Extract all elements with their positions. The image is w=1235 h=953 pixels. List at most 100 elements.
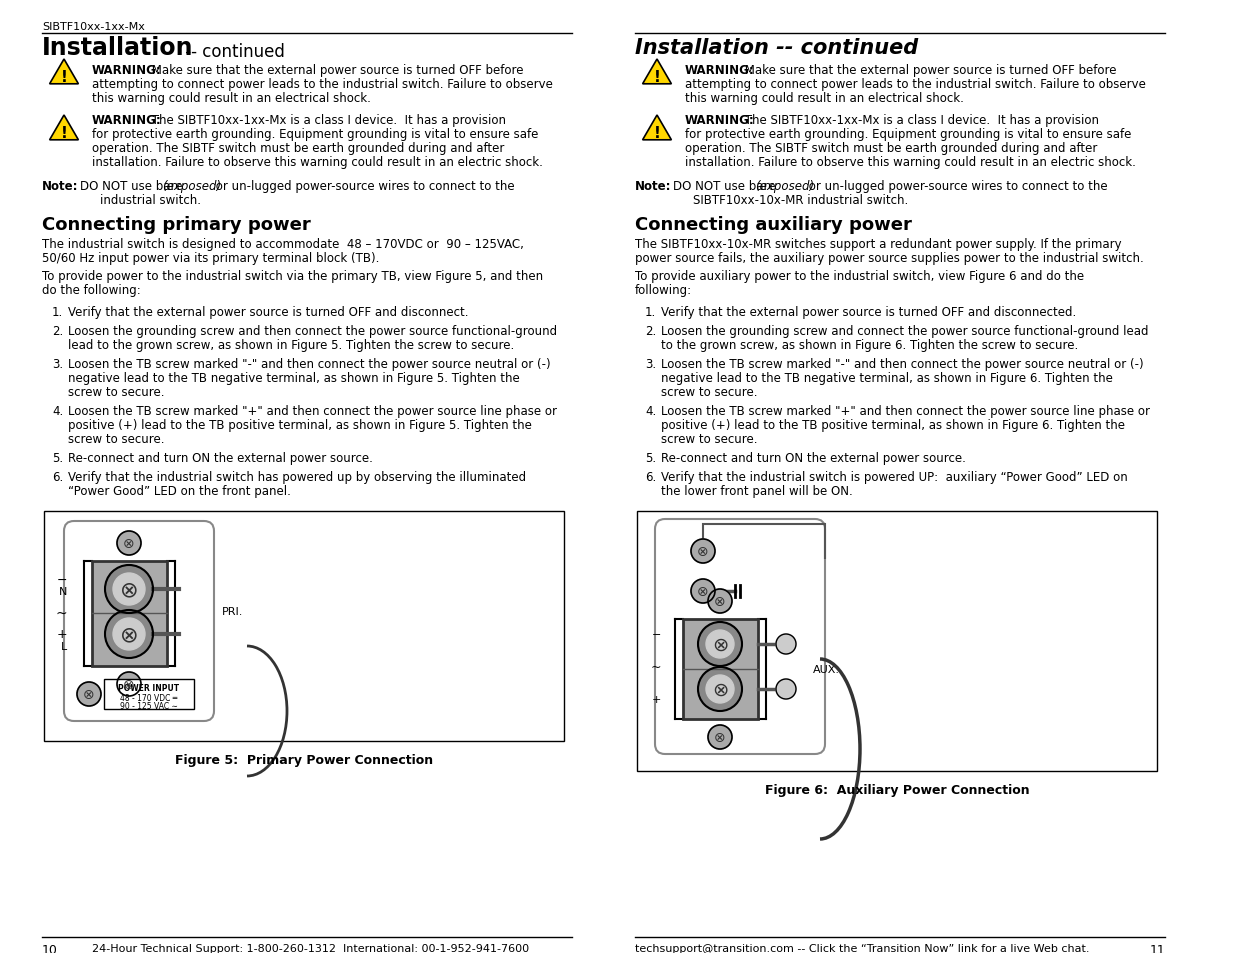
Text: industrial switch.: industrial switch. [100, 193, 201, 207]
Text: ~: ~ [56, 606, 67, 620]
Text: -- continued: -- continued [180, 43, 285, 61]
Text: DO NOT use bare: DO NOT use bare [80, 180, 186, 193]
Text: 6.: 6. [645, 471, 656, 483]
Text: The SIBTF10xx-1xx-Mx is a class I device.  It has a provision: The SIBTF10xx-1xx-Mx is a class I device… [148, 113, 506, 127]
Text: ⊗: ⊗ [714, 595, 726, 608]
Text: positive (+) lead to the TB positive terminal, as shown in Figure 6. Tighten the: positive (+) lead to the TB positive ter… [661, 418, 1125, 432]
Text: Connecting auxiliary power: Connecting auxiliary power [635, 215, 911, 233]
FancyBboxPatch shape [637, 512, 1157, 771]
Text: power source fails, the auxiliary power source supplies power to the industrial : power source fails, the auxiliary power … [635, 252, 1144, 265]
Circle shape [706, 630, 734, 659]
Text: to the grown screw, as shown in Figure 6. Tighten the screw to secure.: to the grown screw, as shown in Figure 6… [661, 338, 1078, 352]
Text: ⊗: ⊗ [120, 579, 138, 599]
Text: negative lead to the TB negative terminal, as shown in Figure 5. Tighten the: negative lead to the TB negative termina… [68, 372, 520, 385]
FancyBboxPatch shape [44, 512, 564, 741]
Text: ⊗: ⊗ [711, 635, 729, 654]
Text: attempting to connect power leads to the industrial switch. Failure to observe: attempting to connect power leads to the… [685, 78, 1146, 91]
Text: operation. The SIBTF switch must be earth grounded during and after: operation. The SIBTF switch must be eart… [685, 142, 1098, 154]
Text: −: − [652, 629, 661, 639]
Text: for protective earth grounding. Equipment grounding is vital to ensure safe: for protective earth grounding. Equipmen… [685, 128, 1131, 141]
Text: !: ! [653, 70, 661, 85]
Text: Installation: Installation [42, 36, 194, 60]
Text: negative lead to the TB negative terminal, as shown in Figure 6. Tighten the: negative lead to the TB negative termina… [661, 372, 1113, 385]
Text: To provide auxiliary power to the industrial switch, view Figure 6 and do the: To provide auxiliary power to the indust… [635, 270, 1084, 283]
Text: !: ! [61, 70, 68, 85]
Text: The SIBTF10xx-10x-MR switches support a redundant power supply. If the primary: The SIBTF10xx-10x-MR switches support a … [635, 237, 1121, 251]
Text: screw to secure.: screw to secure. [661, 386, 757, 398]
Text: Loosen the grounding screw and connect the power source functional-ground lead: Loosen the grounding screw and connect t… [661, 325, 1149, 337]
Text: ⊗: ⊗ [124, 678, 135, 691]
Text: SIBTF10xx-1xx-Mx: SIBTF10xx-1xx-Mx [42, 22, 144, 32]
Text: Loosen the TB screw marked "-" and then connect the power source neutral or (-): Loosen the TB screw marked "-" and then … [68, 357, 551, 371]
Text: POWER INPUT: POWER INPUT [119, 683, 179, 692]
Text: 5.: 5. [52, 452, 63, 464]
Text: ⊗: ⊗ [698, 584, 709, 598]
Text: ⊗: ⊗ [711, 679, 729, 699]
Text: Loosen the TB screw marked "-" and then connect the power source neutral or (-): Loosen the TB screw marked "-" and then … [661, 357, 1144, 371]
FancyBboxPatch shape [104, 679, 194, 709]
Text: screw to secure.: screw to secure. [661, 433, 757, 446]
Circle shape [112, 618, 144, 650]
FancyBboxPatch shape [64, 521, 214, 721]
Text: ⊗: ⊗ [120, 624, 138, 644]
Text: ~: ~ [651, 659, 661, 673]
Text: this warning could result in an electrical shock.: this warning could result in an electric… [91, 91, 370, 105]
Circle shape [117, 532, 141, 556]
Text: Figure 6:  Auxiliary Power Connection: Figure 6: Auxiliary Power Connection [764, 783, 1029, 796]
Text: Verify that the external power source is turned OFF and disconnected.: Verify that the external power source is… [661, 306, 1076, 318]
Text: 1.: 1. [52, 306, 63, 318]
Text: techsupport@transition.com -- Click the “Transition Now” link for a live Web cha: techsupport@transition.com -- Click the … [635, 943, 1089, 953]
Text: positive (+) lead to the TB positive terminal, as shown in Figure 5. Tighten the: positive (+) lead to the TB positive ter… [68, 418, 532, 432]
Text: To provide power to the industrial switch via the primary TB, view Figure 5, and: To provide power to the industrial switc… [42, 270, 543, 283]
FancyBboxPatch shape [655, 519, 825, 754]
Text: (exposed): (exposed) [755, 180, 814, 193]
Text: ⊗: ⊗ [124, 537, 135, 551]
Text: 3.: 3. [645, 357, 656, 371]
Text: The SIBTF10xx-1xx-Mx is a class I device.  It has a provision: The SIBTF10xx-1xx-Mx is a class I device… [741, 113, 1099, 127]
Polygon shape [49, 60, 78, 85]
Text: L: L [61, 641, 67, 651]
Text: The industrial switch is designed to accommodate  48 – 170VDC or  90 – 125VAC,: The industrial switch is designed to acc… [42, 237, 524, 251]
Circle shape [105, 565, 153, 614]
Text: Installation -- continued: Installation -- continued [635, 38, 919, 58]
Text: operation. The SIBTF switch must be earth grounded during and after: operation. The SIBTF switch must be eart… [91, 142, 504, 154]
Text: Verify that the external power source is turned OFF and disconnect.: Verify that the external power source is… [68, 306, 468, 318]
Text: 4.: 4. [52, 405, 63, 417]
Text: Connecting primary power: Connecting primary power [42, 215, 311, 233]
Text: N: N [58, 586, 67, 597]
Text: 5.: 5. [645, 452, 656, 464]
Text: 48 - 170 VDC ═: 48 - 170 VDC ═ [120, 693, 178, 702]
Circle shape [77, 682, 101, 706]
Text: Verify that the industrial switch is powered UP:  auxiliary “Power Good” LED on: Verify that the industrial switch is pow… [661, 471, 1128, 483]
Text: or un-lugged power-source wires to connect to the: or un-lugged power-source wires to conne… [212, 180, 515, 193]
Text: screw to secure.: screw to secure. [68, 386, 164, 398]
Text: WARNING:: WARNING: [685, 64, 755, 77]
Circle shape [776, 635, 797, 655]
Text: Figure 5:  Primary Power Connection: Figure 5: Primary Power Connection [175, 753, 433, 766]
Circle shape [105, 610, 153, 659]
Text: 6.: 6. [52, 471, 63, 483]
Text: Verify that the industrial switch has powered up by observing the illuminated: Verify that the industrial switch has po… [68, 471, 526, 483]
Text: +: + [57, 628, 67, 640]
Text: installation. Failure to observe this warning could result in an electric shock.: installation. Failure to observe this wa… [685, 156, 1136, 169]
Text: 2.: 2. [52, 325, 63, 337]
Polygon shape [642, 60, 672, 85]
Text: attempting to connect power leads to the industrial switch. Failure to observe: attempting to connect power leads to the… [91, 78, 553, 91]
Text: WARNING:: WARNING: [91, 64, 162, 77]
Circle shape [698, 622, 742, 666]
Text: Loosen the TB screw marked "+" and then connect the power source line phase or: Loosen the TB screw marked "+" and then … [661, 405, 1150, 417]
Text: 3.: 3. [52, 357, 63, 371]
Text: −: − [57, 573, 67, 586]
Circle shape [708, 589, 732, 614]
Text: Note:: Note: [42, 180, 79, 193]
Text: this warning could result in an electrical shock.: this warning could result in an electric… [685, 91, 963, 105]
Text: !: ! [61, 126, 68, 141]
Text: !: ! [653, 126, 661, 141]
Text: ⊗: ⊗ [714, 730, 726, 744]
Text: 2.: 2. [645, 325, 656, 337]
Text: 11: 11 [1150, 943, 1165, 953]
Text: Make sure that the external power source is turned OFF before: Make sure that the external power source… [741, 64, 1116, 77]
Text: ⊗: ⊗ [698, 544, 709, 558]
Text: Loosen the grounding screw and then connect the power source functional-ground: Loosen the grounding screw and then conn… [68, 325, 557, 337]
Circle shape [708, 725, 732, 749]
